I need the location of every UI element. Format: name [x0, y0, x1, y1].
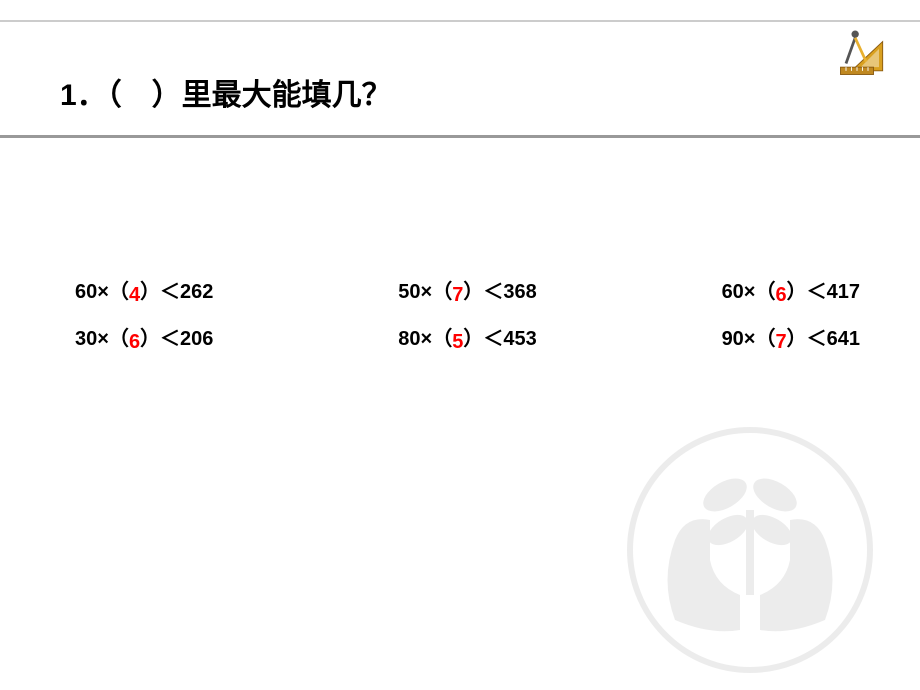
question-text: （ ）里最大能填几？: [107, 79, 392, 112]
problem-answer: 5: [452, 331, 463, 354]
problems-area: 60×（ 4 ）＜262 50×（ 7 ）＜368 60×（ 6 ）＜417 3…: [75, 275, 860, 369]
problem-item: 90×（ 7 ）＜641: [722, 322, 860, 351]
problem-lhs: 90×（: [722, 322, 776, 351]
question-title: 1．（ ）里最大能填几？: [60, 70, 392, 114]
problem-row: 60×（ 4 ）＜262 50×（ 7 ）＜368 60×（ 6 ）＜417: [75, 275, 860, 304]
hands-plant-icon: [620, 420, 880, 680]
problem-item: 60×（ 4 ）＜262: [75, 275, 213, 304]
problem-answer: 6: [129, 331, 140, 354]
problem-lhs: 30×（: [75, 322, 129, 351]
problem-item: 30×（ 6 ）＜206: [75, 322, 213, 351]
problem-item: 60×（ 6 ）＜417: [722, 275, 860, 304]
problem-lhs: 50×（: [398, 275, 452, 304]
problem-rhs: ）＜368: [463, 275, 536, 304]
problem-lhs: 80×（: [398, 322, 452, 351]
question-number: 1．: [60, 79, 107, 112]
slide: 1．（ ）里最大能填几？ 60×（ 4 ）＜262 50×（ 7 ）＜368 6…: [0, 0, 920, 690]
problem-lhs: 60×（: [722, 275, 776, 304]
problem-rhs: ）＜262: [140, 275, 213, 304]
problem-rhs: ）＜641: [787, 322, 860, 351]
problem-row: 30×（ 6 ）＜206 80×（ 5 ）＜453 90×（ 7 ）＜641: [75, 322, 860, 351]
problem-answer: 4: [129, 284, 140, 307]
top-border-line: [0, 20, 920, 22]
problem-rhs: ）＜206: [140, 322, 213, 351]
problem-answer: 7: [776, 331, 787, 354]
problem-item: 50×（ 7 ）＜368: [398, 275, 536, 304]
problem-answer: 7: [452, 284, 463, 307]
problem-rhs: ）＜417: [787, 275, 860, 304]
title-divider: [0, 135, 920, 138]
problem-answer: 6: [776, 284, 787, 307]
problem-item: 80×（ 5 ）＜453: [398, 322, 536, 351]
geometry-tools-icon: [835, 25, 890, 80]
problem-rhs: ）＜453: [463, 322, 536, 351]
problem-lhs: 60×（: [75, 275, 129, 304]
